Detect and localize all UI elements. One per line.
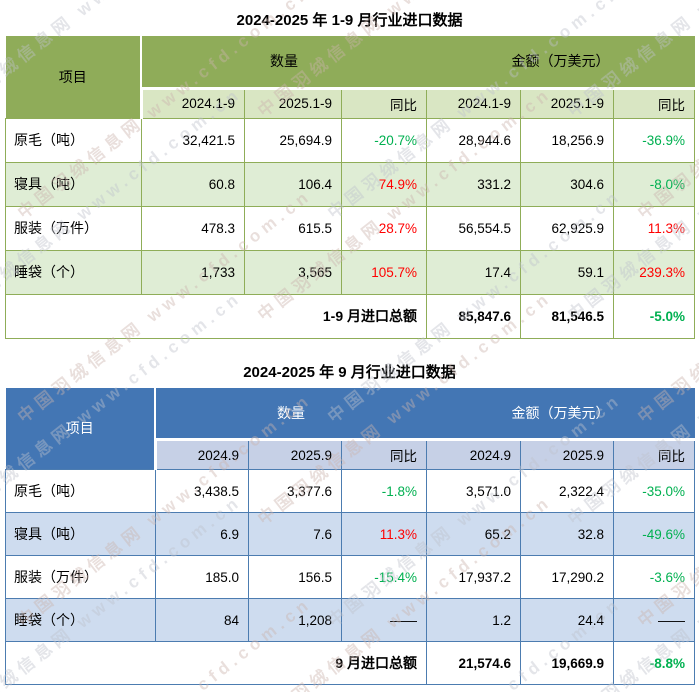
- yoy-cell: 74.9%: [341, 161, 427, 207]
- value-cell: 59.1: [520, 249, 614, 295]
- item-cell: 原毛（吨）: [5, 117, 142, 163]
- yoy-cell: -3.6%: [612, 555, 696, 599]
- yoy-cell: 239.3%: [612, 249, 696, 295]
- table2-col-amt-yoy: 同比: [612, 438, 696, 470]
- yoy-cell: -1.8%: [341, 469, 427, 513]
- item-cell: 服装（万件）: [5, 555, 156, 599]
- table-row: 服装（万件） 478.3 615.5 28.7% 56,554.5 62,925…: [5, 205, 696, 251]
- value-cell: 304.6: [520, 161, 614, 207]
- value-cell: 2,322.4: [520, 469, 614, 513]
- value-cell: 106.4: [244, 161, 342, 207]
- table-row: 睡袋（个） 84 1,208 —— 1.2 24.4 ——: [5, 598, 696, 642]
- value-cell: 7.6: [248, 512, 342, 556]
- item-cell: 睡袋（个）: [5, 598, 156, 642]
- table2-col-qty-2024: 2024.9: [154, 438, 249, 470]
- total-value-cell: 85,847.6: [426, 293, 521, 339]
- table1-col-amt-2025: 2025.1-9: [520, 86, 614, 119]
- table-row: 原毛（吨） 32,421.5 25,694.9 -20.7% 28,944.6 …: [5, 117, 696, 163]
- yoy-cell: 11.3%: [341, 512, 427, 556]
- yoy-cell: 11.3%: [612, 205, 696, 251]
- value-cell: 3,571.0: [426, 469, 521, 513]
- table2-col-qty-2025: 2025.9: [248, 438, 342, 470]
- value-cell: 28,944.6: [426, 117, 521, 163]
- table1-title: 2024-2025 年 1-9 月行业进口数据: [236, 12, 463, 29]
- table2-header-amount: 金额（万美元）: [426, 387, 695, 440]
- total-label: 9 月进口总额: [5, 641, 427, 685]
- yoy-cell: ——: [341, 598, 427, 642]
- yoy-cell: -49.6%: [612, 512, 696, 556]
- item-cell: 寝具（吨）: [5, 161, 142, 207]
- total-value-cell: 19,669.9: [520, 641, 614, 685]
- value-cell: 25,694.9: [244, 117, 342, 163]
- table1-col-qty-2025: 2025.1-9: [244, 86, 342, 119]
- table2-col-amt-2025: 2025.9: [520, 438, 614, 470]
- yoy-cell: 28.7%: [341, 205, 427, 251]
- table1-col-amt-yoy: 同比: [612, 86, 696, 119]
- value-cell: 1,208: [248, 598, 342, 642]
- table1-col-amt-2024: 2024.1-9: [426, 86, 521, 119]
- value-cell: 60.8: [141, 161, 245, 207]
- value-cell: 156.5: [248, 555, 342, 599]
- value-cell: 18,256.9: [520, 117, 614, 163]
- value-cell: 331.2: [426, 161, 521, 207]
- yoy-cell: -36.9%: [612, 117, 696, 163]
- total-value-cell: 21,574.6: [426, 641, 521, 685]
- value-cell: 1,733: [141, 249, 245, 295]
- table-row: 寝具（吨） 6.9 7.6 11.3% 65.2 32.8 -49.6%: [5, 512, 696, 556]
- item-cell: 服装（万件）: [5, 205, 142, 251]
- value-cell: 3,377.6: [248, 469, 342, 513]
- value-cell: 17.4: [426, 249, 521, 295]
- table-row: 服装（万件） 185.0 156.5 -15.4% 17,937.2 17,29…: [5, 555, 696, 599]
- value-cell: 17,937.2: [426, 555, 521, 599]
- value-cell: 1.2: [426, 598, 521, 642]
- item-cell: 原毛（吨）: [5, 469, 156, 513]
- value-cell: 32,421.5: [141, 117, 245, 163]
- table1-header-amount: 金额（万美元）: [426, 36, 695, 88]
- value-cell: 185.0: [155, 555, 249, 599]
- yoy-cell: ——: [612, 598, 696, 642]
- table1-imports-jan-sep: 项目 数量 金额（万美元） 2024.1-9 2025.1-9 同比 2024.…: [5, 36, 696, 339]
- table1-header-quantity: 数量: [141, 36, 427, 88]
- value-cell: 62,925.9: [520, 205, 614, 251]
- value-cell: 32.8: [520, 512, 614, 556]
- value-cell: 3,565: [244, 249, 342, 295]
- total-value-cell: 81,546.5: [520, 293, 614, 339]
- total-yoy-cell: -8.8%: [612, 641, 696, 685]
- value-cell: 84: [155, 598, 249, 642]
- table1-header-item: 项目: [5, 36, 142, 118]
- total-yoy-cell: -5.0%: [612, 293, 696, 339]
- value-cell: 65.2: [426, 512, 521, 556]
- table1-col-qty-2024: 2024.1-9: [140, 86, 245, 119]
- table2-header-quantity: 数量: [155, 387, 427, 440]
- table-row: 寝具（吨） 60.8 106.4 74.9% 331.2 304.6 -8.0%: [5, 161, 696, 207]
- total-row: 9 月进口总额 21,574.6 19,669.9 -8.8%: [5, 641, 696, 685]
- table2-col-amt-2024: 2024.9: [426, 438, 521, 470]
- total-label: 1-9 月进口总额: [5, 293, 427, 339]
- yoy-cell: 105.7%: [341, 249, 427, 295]
- value-cell: 6.9: [155, 512, 249, 556]
- item-cell: 睡袋（个）: [5, 249, 142, 295]
- yoy-cell: -15.4%: [341, 555, 427, 599]
- table-row: 原毛（吨） 3,438.5 3,377.6 -1.8% 3,571.0 2,32…: [5, 469, 696, 513]
- table1-col-qty-yoy: 同比: [341, 86, 427, 119]
- total-row: 1-9 月进口总额 85,847.6 81,546.5 -5.0%: [5, 293, 696, 339]
- value-cell: 17,290.2: [520, 555, 614, 599]
- table2-title: 2024-2025 年 9 月行业进口数据: [243, 363, 456, 381]
- table-row: 睡袋（个） 1,733 3,565 105.7% 17.4 59.1 239.3…: [5, 249, 696, 295]
- yoy-cell: -20.7%: [341, 117, 427, 163]
- yoy-cell: -35.0%: [612, 469, 696, 513]
- table2-col-qty-yoy: 同比: [341, 438, 427, 470]
- yoy-cell: -8.0%: [612, 161, 696, 207]
- table2-header-item: 项目: [5, 387, 156, 470]
- item-cell: 寝具（吨）: [5, 512, 156, 556]
- table2-imports-september: 项目 数量 金额（万美元） 2024.9 2025.9 同比 2024.9 20…: [5, 387, 696, 685]
- value-cell: 56,554.5: [426, 205, 521, 251]
- value-cell: 615.5: [244, 205, 342, 251]
- value-cell: 478.3: [141, 205, 245, 251]
- value-cell: 24.4: [520, 598, 614, 642]
- value-cell: 3,438.5: [155, 469, 249, 513]
